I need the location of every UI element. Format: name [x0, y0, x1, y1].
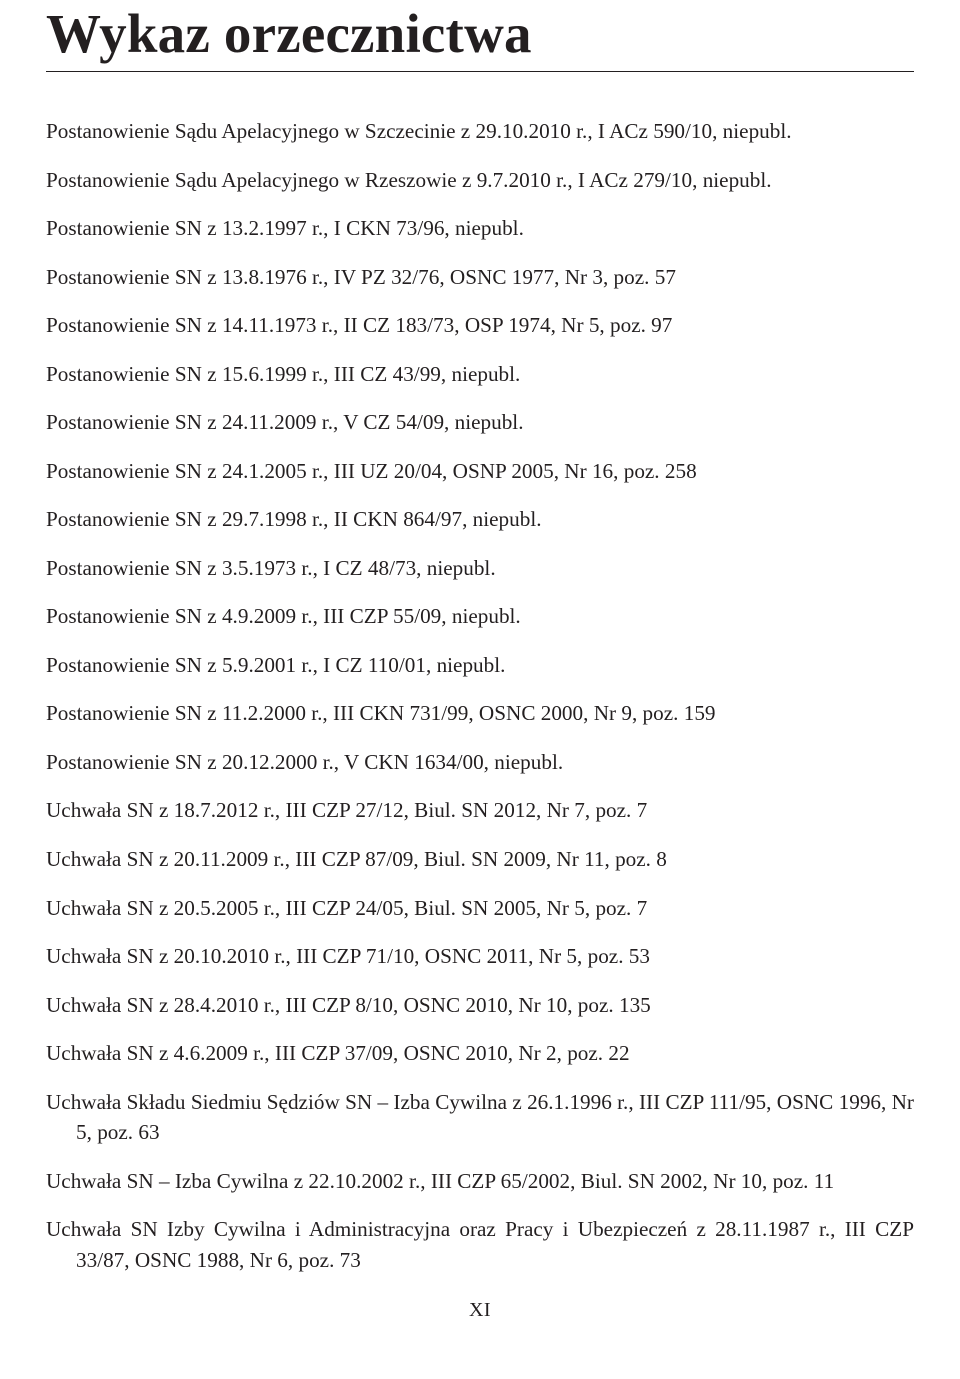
entry-item: Postanowienie SN z 14.11.1973 r., II CZ …	[46, 310, 914, 341]
entry-item: Postanowienie Sądu Apelacyjnego w Rzeszo…	[46, 165, 914, 196]
entry-item: Uchwała SN z 20.11.2009 r., III CZP 87/0…	[46, 844, 914, 875]
entry-item: Uchwała SN z 20.10.2010 r., III CZP 71/1…	[46, 941, 914, 972]
entry-item: Postanowienie Sądu Apelacyjnego w Szczec…	[46, 116, 914, 147]
entry-item: Uchwała SN – Izba Cywilna z 22.10.2002 r…	[46, 1166, 914, 1197]
page-title: Wykaz orzecznictwa	[46, 0, 914, 65]
entry-item: Uchwała SN Izby Cywilna i Administracyjn…	[46, 1214, 914, 1275]
entry-item: Postanowienie SN z 5.9.2001 r., I CZ 110…	[46, 650, 914, 681]
entry-item: Uchwała Składu Siedmiu Sędziów SN – Izba…	[46, 1087, 914, 1148]
entry-item: Postanowienie SN z 13.2.1997 r., I CKN 7…	[46, 213, 914, 244]
title-rule	[46, 71, 914, 72]
entry-item: Postanowienie SN z 13.8.1976 r., IV PZ 3…	[46, 262, 914, 293]
entry-item: Uchwała SN z 20.5.2005 r., III CZP 24/05…	[46, 893, 914, 924]
entry-item: Uchwała SN z 4.6.2009 r., III CZP 37/09,…	[46, 1038, 914, 1069]
page-number: XI	[46, 1299, 914, 1322]
entry-item: Postanowienie SN z 4.9.2009 r., III CZP …	[46, 601, 914, 632]
entry-item: Postanowienie SN z 24.1.2005 r., III UZ …	[46, 456, 914, 487]
entry-item: Postanowienie SN z 24.11.2009 r., V CZ 5…	[46, 407, 914, 438]
entry-item: Postanowienie SN z 29.7.1998 r., II CKN …	[46, 504, 914, 535]
document-page: Wykaz orzecznictwa Postanowienie Sądu Ap…	[0, 0, 960, 1362]
entries-list: Postanowienie Sądu Apelacyjnego w Szczec…	[46, 116, 914, 1275]
entry-item: Postanowienie SN z 3.5.1973 r., I CZ 48/…	[46, 553, 914, 584]
entry-item: Postanowienie SN z 11.2.2000 r., III CKN…	[46, 698, 914, 729]
entry-item: Uchwała SN z 28.4.2010 r., III CZP 8/10,…	[46, 990, 914, 1021]
entry-item: Postanowienie SN z 15.6.1999 r., III CZ …	[46, 359, 914, 390]
entry-item: Uchwała SN z 18.7.2012 r., III CZP 27/12…	[46, 795, 914, 826]
entry-item: Postanowienie SN z 20.12.2000 r., V CKN …	[46, 747, 914, 778]
